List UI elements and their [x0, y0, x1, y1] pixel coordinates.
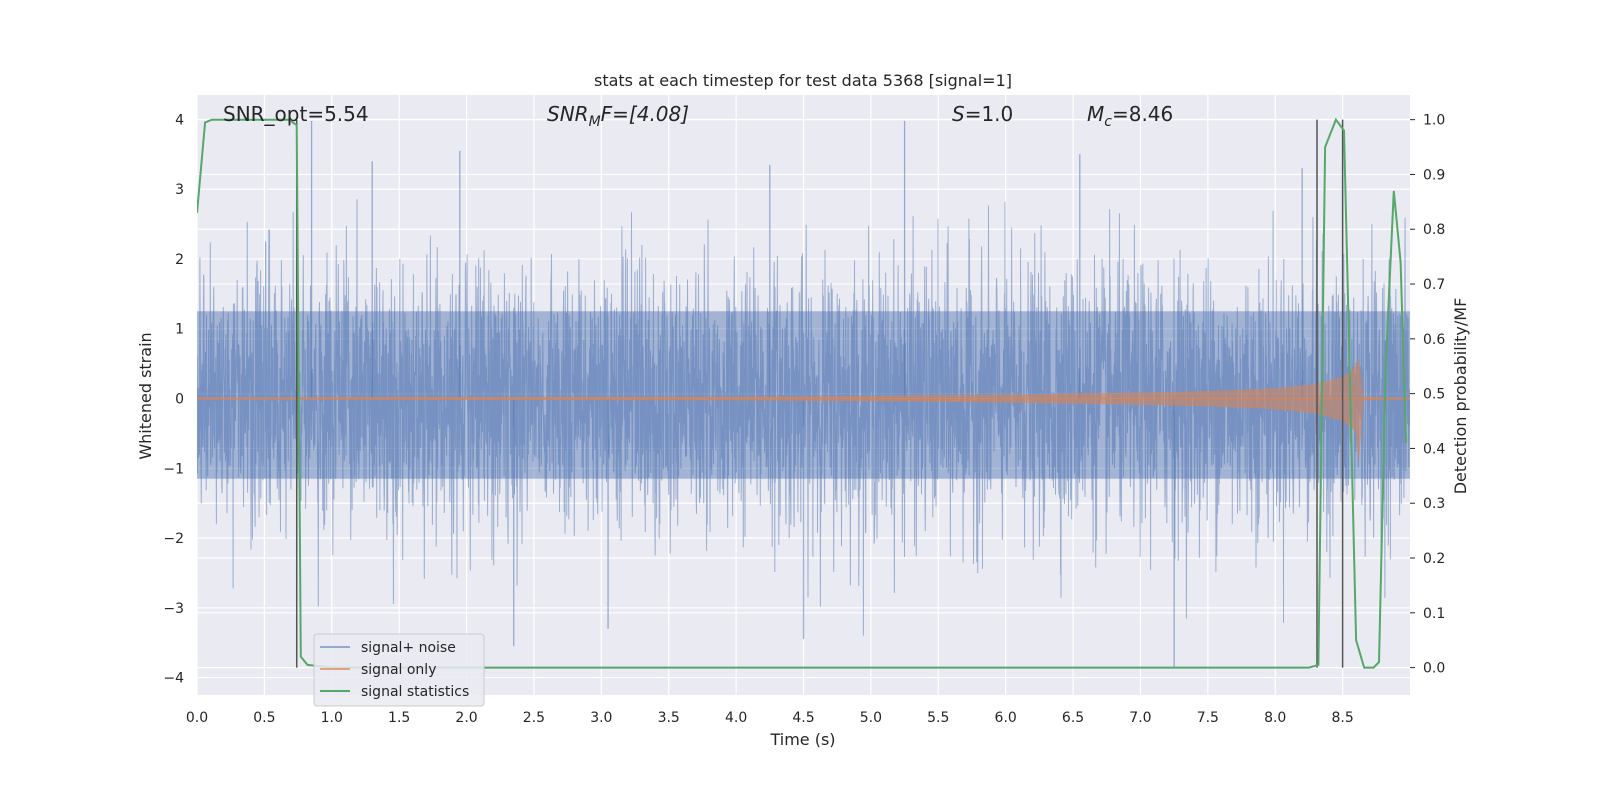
x-tick-label: 4.5 [792, 710, 814, 726]
y2-axis-label: Detection probability/MF [1451, 298, 1470, 495]
signal-statistics-line [197, 117, 1407, 669]
x-tick-label: 5.0 [860, 710, 882, 726]
y2-tick-labels: 0.0 0.1 0.2 0.3 0.4 0.5 0.6 0.7 0.8 0.9 1.0 [1410, 113, 1445, 677]
x-tick-label: 4.0 [725, 710, 747, 726]
y-tick-label: −2 [163, 531, 184, 547]
y-tick-labels: −4 −3 −2 −1 0 1 2 3 4 [163, 112, 184, 686]
x-axis-label: Time (s) [769, 730, 835, 749]
annotation-mc-symbol: M [1087, 102, 1104, 126]
x-tick-label: 6.0 [995, 710, 1017, 726]
y-tick-label: 0 [175, 391, 184, 407]
x-tick-label: 2.0 [455, 710, 477, 726]
annotation-mc-value: =8.46 [1112, 102, 1173, 126]
x-tick-label: 5.5 [927, 710, 949, 726]
y2-tick-label: 0.9 [1423, 167, 1445, 183]
series-signal-statistics [197, 117, 1407, 669]
chart-title: stats at each timestep for test data 536… [594, 71, 1012, 90]
signal-only-envelope [197, 359, 1410, 460]
legend-box [313, 633, 485, 707]
y2-tick-label: 0.4 [1423, 441, 1445, 457]
y-axis-label: Whitened strain [136, 332, 155, 459]
annotation-s-value: =1.0 [965, 102, 1014, 126]
y-tick-label: 3 [175, 182, 184, 198]
y-tick-label: −4 [163, 671, 184, 687]
annotation-chirp-mass: Mc=8.46 [1087, 102, 1173, 130]
annotation-snr-mf-value: F=[4.08] [601, 102, 689, 126]
legend: signal+ noise signal only signal statist… [313, 633, 485, 707]
annotation-snr-mf: SNRMF=[4.08] [547, 102, 689, 130]
y2-tick-label: 0.0 [1423, 661, 1445, 677]
x-tick-label: 0.5 [253, 710, 275, 726]
annotation-snr-opt: SNR_opt=5.54 [223, 102, 369, 126]
x-tick-label: 1.5 [388, 710, 410, 726]
x-tick-label: 7.0 [1129, 710, 1151, 726]
x-tick-label: 2.5 [523, 710, 545, 726]
x-tick-label: 7.5 [1197, 710, 1219, 726]
x-tick-label: 6.5 [1062, 710, 1084, 726]
y2-tick-label: 0.1 [1423, 606, 1445, 622]
y-tick-label: 4 [175, 112, 184, 128]
x-tick-label: 3.0 [590, 710, 612, 726]
legend-label-signal-only: signal only [361, 662, 436, 678]
x-tick-label: 0.0 [186, 710, 208, 726]
annotation-snr-mf-sub: M [589, 114, 601, 130]
y-tick-label: −1 [163, 461, 184, 477]
annotation-s: S=1.0 [952, 102, 1013, 126]
y2-tick-label: 0.7 [1423, 277, 1445, 293]
y2-tick-label: 0.8 [1423, 222, 1445, 238]
legend-label-signal-noise: signal+ noise [361, 640, 456, 656]
x-tick-labels: 0.0 0.5 1.0 1.5 2.0 2.5 3.0 3.5 4.0 4.5 5.0 5.5 6.0 6… [186, 710, 1354, 726]
x-tick-label: 8.0 [1264, 710, 1286, 726]
legend-label-signal-statistics: signal statistics [361, 684, 469, 700]
y2-tick-label: 0.2 [1423, 551, 1445, 567]
y2-tick-label: 0.5 [1423, 387, 1445, 403]
y2-tick-label: 1.0 [1423, 113, 1445, 129]
x-tick-label: 3.5 [658, 710, 680, 726]
series-signal-only [197, 359, 1410, 460]
y-tick-label: −3 [163, 601, 184, 617]
y2-tick-label: 0.3 [1423, 496, 1445, 512]
y-tick-label: 1 [175, 322, 184, 338]
x-tick-label: 1.0 [321, 710, 343, 726]
y2-tick-label: 0.6 [1423, 332, 1445, 348]
annotation-s-symbol: S [952, 102, 965, 126]
annotation-mc-sub: c [1104, 114, 1112, 130]
annotation-snr-mf-base: SNR [547, 102, 589, 126]
y-tick-label: 2 [175, 252, 184, 268]
x-tick-label: 8.5 [1331, 710, 1353, 726]
signal-noise-trace [197, 199, 1410, 636]
